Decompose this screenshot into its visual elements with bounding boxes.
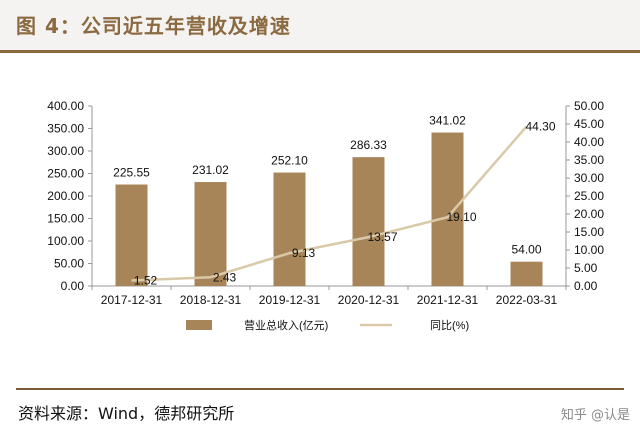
y-left-tick-label: 400.00 <box>47 99 84 113</box>
x-tick-label: 2018-12-31 <box>180 293 242 307</box>
y-right-tick-label: 15.00 <box>574 225 604 239</box>
figure-header: 图 4：公司近五年营收及增速 <box>0 0 640 50</box>
growth-line <box>131 125 528 282</box>
y-right-tick-label: 20.00 <box>574 207 604 221</box>
y-left-tick-label: 350.00 <box>47 122 84 136</box>
bar-data-label: 252.10 <box>271 154 308 168</box>
header-divider <box>0 50 640 53</box>
line-data-label: 9.13 <box>292 246 316 260</box>
source-note: 资料来源：Wind，德邦研究所 <box>18 404 235 423</box>
bar <box>510 261 543 286</box>
figure-title: 图 4：公司近五年营收及增速 <box>16 14 291 38</box>
line-data-label: 19.10 <box>446 210 476 224</box>
bar <box>273 172 306 286</box>
y-left-tick-label: 100.00 <box>47 234 84 248</box>
line-data-label: 1.52 <box>134 274 158 288</box>
x-tick-label: 2017-12-31 <box>101 293 163 307</box>
y-right-tick-label: 35.00 <box>574 153 604 167</box>
bar-data-label: 231.02 <box>192 163 229 177</box>
legend-bar-swatch <box>186 320 212 330</box>
y-right-tick-label: 0.00 <box>574 279 598 293</box>
y-left-tick-label: 0.00 <box>61 279 85 293</box>
bar-data-label: 225.55 <box>113 166 150 180</box>
y-right-tick-label: 30.00 <box>574 171 604 185</box>
y-left-tick-label: 250.00 <box>47 167 84 181</box>
bar <box>194 182 227 286</box>
y-left-tick-label: 200.00 <box>47 189 84 203</box>
footer-divider <box>16 388 624 390</box>
y-right-tick-label: 45.00 <box>574 117 604 131</box>
line-data-label: 44.30 <box>525 120 555 134</box>
y-left-tick-label: 150.00 <box>47 212 84 226</box>
legend-bar-label: 营业总收入(亿元) <box>244 318 328 332</box>
line-data-label: 13.57 <box>367 230 397 244</box>
y-right-tick-label: 5.00 <box>574 261 598 275</box>
y-right-tick-label: 50.00 <box>574 99 604 113</box>
y-left-tick-label: 50.00 <box>54 257 84 271</box>
bar <box>431 132 464 286</box>
bar-data-label: 286.33 <box>350 138 387 152</box>
watermark: 知乎 @认是 <box>560 408 630 423</box>
line-data-label: 2.43 <box>213 270 237 284</box>
y-left-tick-label: 300.00 <box>47 144 84 158</box>
bar-data-label: 341.02 <box>429 114 466 128</box>
bar-data-label: 54.00 <box>511 243 541 257</box>
bar <box>115 184 148 286</box>
x-tick-label: 2021-12-31 <box>417 293 479 307</box>
y-right-tick-label: 25.00 <box>574 189 604 203</box>
y-right-tick-label: 10.00 <box>574 243 604 257</box>
bar <box>352 157 385 286</box>
x-tick-label: 2020-12-31 <box>338 293 400 307</box>
y-right-tick-label: 40.00 <box>574 135 604 149</box>
legend-line-label: 同比(%) <box>430 319 469 332</box>
revenue-growth-chart: 0.00 50.00 100.00 150.00 200.00 250.00 300.00 3… <box>47 99 604 332</box>
x-tick-label: 2022-03-31 <box>496 293 558 307</box>
x-tick-label: 2019-12-31 <box>259 293 321 307</box>
